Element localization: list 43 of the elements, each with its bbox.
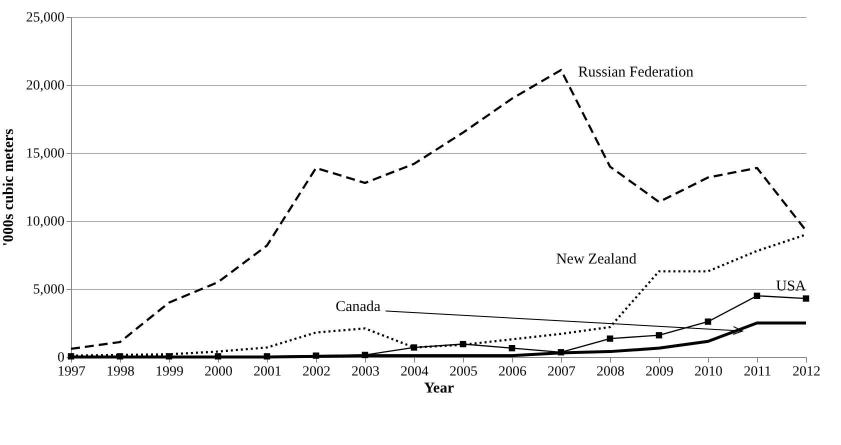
- series-label: Russian Federation: [578, 64, 694, 80]
- x-tick-label: 2008: [596, 364, 624, 380]
- x-tick-label: 2010: [694, 364, 722, 380]
- point: [312, 352, 320, 359]
- y-tick-label: 15,000: [26, 146, 64, 162]
- y-tick-label: 25,000: [26, 10, 64, 26]
- x-tick-label: 2011: [744, 364, 772, 380]
- point: [558, 349, 564, 356]
- point: [802, 295, 810, 302]
- x-tick-label: 2001: [254, 364, 282, 380]
- point: [166, 353, 172, 360]
- point: [656, 332, 662, 338]
- x-tick-label: 2003: [352, 364, 380, 380]
- point: [116, 353, 124, 360]
- y-tick-label: 0: [58, 350, 64, 366]
- point: [754, 292, 760, 299]
- x-tick-label: 2005: [450, 364, 478, 380]
- y-tick-label: 20,000: [26, 78, 64, 94]
- y-tick-label: 10,000: [26, 214, 64, 230]
- x-tick-label: 2004: [400, 364, 428, 380]
- x-tick-label: 2006: [498, 364, 526, 380]
- point: [214, 353, 222, 360]
- x-tick-label: 2002: [302, 364, 330, 380]
- point: [410, 344, 418, 351]
- point: [460, 340, 466, 348]
- series-label: New Zealand: [556, 251, 637, 268]
- y-axis-title: '000s cubic meters: [1, 128, 17, 246]
- point: [606, 335, 614, 342]
- point: [264, 353, 270, 360]
- point: [508, 345, 516, 352]
- series-label: USA: [776, 278, 806, 295]
- x-tick-label: 1999: [156, 364, 184, 380]
- point: [704, 318, 712, 325]
- text: Canada: [336, 299, 381, 315]
- y-tick-label: 5,000: [33, 282, 64, 298]
- x-tick-label: 2007: [548, 364, 576, 380]
- x-tick-label: 1997: [58, 364, 86, 380]
- x-tick-label: 2000: [204, 364, 232, 380]
- x-tick-label: 2009: [646, 364, 674, 380]
- point: [362, 352, 368, 358]
- x-axis-title: Year: [424, 380, 454, 396]
- x-tick-label: 1998: [106, 364, 134, 380]
- x-tick-label: 2012: [792, 364, 820, 380]
